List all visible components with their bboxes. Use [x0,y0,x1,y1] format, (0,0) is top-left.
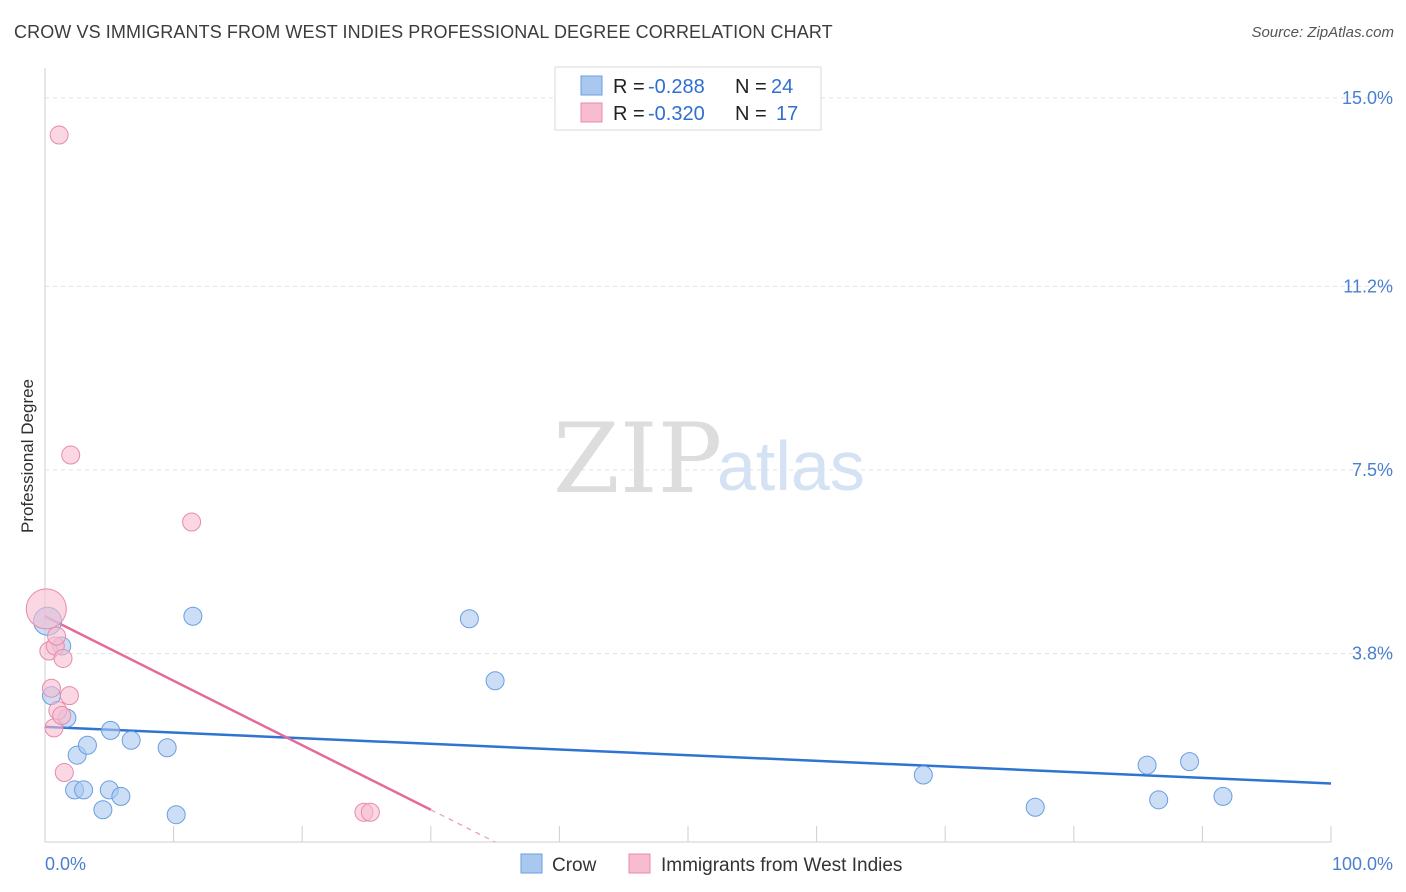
x-tick-label-0: 0.0% [45,854,86,874]
x-tick-label-1: 100.0% [1332,854,1393,874]
y-tick-label-2: 11.2% [1343,276,1393,296]
series-swatch-west-indies [628,853,651,874]
west-indies-point-0 [25,588,67,630]
legend-n-label-west-indies: N = [735,103,767,125]
legend-r-value-crow: -0.288 [648,76,705,98]
watermark: ZIP atlas [553,403,865,515]
west-indies-point-7 [52,705,72,725]
crow-point-15 [183,606,203,626]
legend-r-label-west-indies: R = [613,103,645,125]
axes [44,68,1332,843]
west-indies-point-12 [61,445,81,465]
west-indies-point-11 [49,125,69,145]
west-indies-point-8 [53,648,73,668]
watermark-atlas: atlas [717,427,865,505]
crow-point-16 [459,609,479,629]
series-label-west-indies: Immigrants from West Indies [661,855,902,876]
west-indies-point-9 [54,763,74,783]
crow-point-20 [1137,755,1157,775]
data-points [25,125,1233,825]
crow-point-22 [1180,752,1200,772]
crow-point-23 [1213,786,1233,806]
west-indies-trend-extension [430,809,496,843]
west-indies-point-2 [41,678,61,698]
legend-n-label-crow: N = [735,76,767,98]
legend-swatch-crow [580,75,603,96]
crow-point-21 [1149,790,1169,810]
y-tick-labels: 3.8% 7.5% 11.2% 15.0% [1342,88,1393,664]
west-indies-point-15 [360,802,380,822]
crow-point-17 [485,671,505,691]
crow-point-12 [121,730,141,750]
west-indies-point-5 [47,626,67,646]
crow-point-8 [93,800,113,820]
legend-n-value-west-indies: 17 [776,103,798,125]
x-tick-labels: 0.0% 100.0% [45,854,1393,874]
chart-title: CROW VS IMMIGRANTS FROM WEST INDIES PROF… [14,22,833,42]
crow-point-18 [913,765,933,785]
west-indies-point-13 [182,512,202,532]
crow-point-11 [111,786,131,806]
crow-point-19 [1025,797,1045,817]
crow-point-7 [77,735,97,755]
grid-lines [45,97,1392,654]
y-tick-label-1: 7.5% [1352,460,1393,480]
crow-point-13 [157,738,177,758]
source-credit: Source: ZipAtlas.com [1251,24,1394,41]
watermark-zip: ZIP [553,403,722,515]
correlation-legend: R = -0.288 N = 24 R = -0.320 N = 17 [554,66,822,131]
crow-point-10 [101,720,121,740]
y-tick-label-0: 3.8% [1352,643,1393,663]
legend-r-value-west-indies: -0.320 [648,103,705,125]
legend-n-value-crow: 24 [771,76,793,98]
crow-point-14 [166,805,186,825]
y-tick-label-3: 15.0% [1342,88,1393,108]
trend-lines [44,615,1332,843]
west-indies-point-10 [59,686,79,706]
west-indies-trend-line [44,615,432,811]
legend-r-label-crow: R = [613,76,645,98]
series-swatch-crow [520,853,543,874]
legend-swatch-west-indies [580,102,603,123]
series-label-crow: Crow [552,855,597,876]
crow-trend-line [44,725,1332,785]
y-axis-label: Professional Degree [18,379,37,533]
crow-point-6 [74,780,94,800]
series-legend: Crow Immigrants from West Indies [520,853,902,876]
